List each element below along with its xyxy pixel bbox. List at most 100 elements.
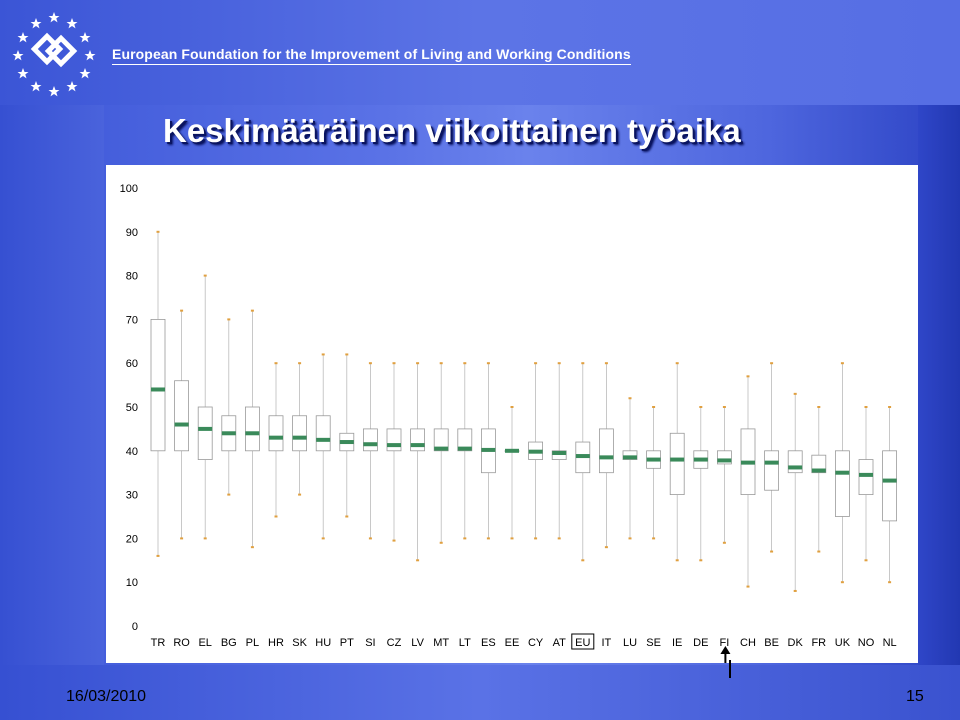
x-tick-label-CZ: CZ bbox=[387, 637, 402, 649]
box-EE bbox=[504, 406, 520, 540]
median-bar bbox=[505, 448, 519, 453]
min-marker bbox=[722, 541, 726, 544]
x-tick-label-EL: EL bbox=[198, 637, 211, 649]
median-bar bbox=[599, 455, 614, 460]
max-marker bbox=[604, 362, 608, 365]
box-SE bbox=[646, 406, 661, 540]
iqr-box bbox=[764, 450, 779, 491]
median-bar bbox=[788, 465, 803, 470]
max-marker bbox=[746, 375, 750, 378]
max-marker bbox=[250, 309, 254, 312]
min-marker bbox=[888, 581, 892, 584]
y-tick-label: 90 bbox=[126, 227, 138, 239]
iqr-box bbox=[835, 450, 850, 517]
median-bar bbox=[764, 460, 779, 465]
median-bar bbox=[717, 458, 732, 463]
max-marker bbox=[534, 362, 538, 365]
median-bar bbox=[198, 426, 213, 431]
left-decor bbox=[0, 105, 104, 665]
max-marker bbox=[227, 318, 231, 321]
min-marker bbox=[368, 537, 372, 540]
x-tick-label-DE: DE bbox=[693, 637, 708, 649]
max-marker bbox=[888, 406, 892, 408]
max-marker bbox=[557, 362, 561, 365]
max-marker bbox=[486, 362, 490, 365]
iqr-box bbox=[292, 415, 308, 452]
iqr-box bbox=[598, 428, 614, 474]
min-marker bbox=[345, 515, 349, 518]
iqr-box bbox=[551, 450, 567, 460]
min-marker bbox=[392, 539, 396, 542]
median-bar bbox=[741, 460, 755, 465]
fi-arrow-tail bbox=[729, 660, 731, 678]
min-marker bbox=[439, 541, 443, 544]
min-marker bbox=[534, 537, 538, 540]
iqr-box bbox=[244, 406, 260, 452]
box-MT bbox=[433, 362, 449, 544]
iqr-box bbox=[858, 459, 874, 495]
median-bar bbox=[835, 470, 850, 475]
median-bar bbox=[434, 446, 449, 451]
median-bar bbox=[623, 455, 637, 460]
box-UK bbox=[835, 362, 850, 584]
max-marker bbox=[840, 362, 844, 365]
max-marker bbox=[180, 309, 184, 312]
y-tick-label: 100 bbox=[120, 183, 138, 195]
min-marker bbox=[793, 589, 797, 592]
max-marker bbox=[817, 406, 821, 408]
min-marker bbox=[250, 546, 254, 549]
min-marker bbox=[604, 546, 608, 549]
x-tick-label-IE: IE bbox=[672, 637, 682, 649]
box-DK bbox=[787, 392, 803, 592]
min-marker bbox=[510, 537, 514, 540]
min-marker bbox=[840, 581, 844, 584]
box-LU bbox=[622, 397, 638, 540]
iqr-box bbox=[268, 415, 284, 452]
min-marker bbox=[486, 537, 490, 540]
footer-date: 16/03/2010 bbox=[66, 688, 147, 705]
eurofound-logo-icon bbox=[12, 12, 96, 97]
box-PT bbox=[339, 353, 355, 518]
box-SK bbox=[292, 362, 308, 496]
y-tick-label: 40 bbox=[126, 446, 138, 458]
x-tick-label-IT: IT bbox=[602, 637, 612, 649]
page-number: 15 bbox=[906, 688, 924, 705]
max-marker bbox=[439, 362, 443, 365]
x-tick-label-LV: LV bbox=[411, 637, 424, 649]
median-bar bbox=[882, 478, 897, 483]
median-bar bbox=[552, 450, 567, 455]
box-PL bbox=[244, 309, 260, 549]
y-tick-label: 20 bbox=[126, 533, 138, 545]
median-bar bbox=[339, 440, 354, 445]
median-bar bbox=[528, 449, 543, 454]
box-AT bbox=[551, 362, 567, 540]
median-bar bbox=[693, 457, 708, 462]
min-marker bbox=[298, 493, 302, 496]
footer-band bbox=[0, 665, 960, 720]
x-tick-label-TR: TR bbox=[151, 637, 166, 649]
min-marker bbox=[699, 559, 703, 562]
y-tick-label: 50 bbox=[126, 402, 138, 414]
min-marker bbox=[746, 585, 750, 588]
max-marker bbox=[392, 362, 396, 365]
x-tick-label-HR: HR bbox=[268, 637, 284, 649]
annotations-layer bbox=[720, 646, 731, 663]
y-tick-label: 70 bbox=[126, 314, 138, 326]
median-bar bbox=[481, 447, 496, 452]
max-marker bbox=[722, 406, 726, 408]
boxplot-chart: 0 10 20 30 40 50 60 70 80 90 100 TR RO EL BG PL HR SK HU P… bbox=[120, 183, 897, 663]
x-tick-label-FI: FI bbox=[720, 637, 730, 649]
median-bar bbox=[245, 431, 260, 436]
iqr-box bbox=[457, 428, 473, 452]
box-FI bbox=[717, 406, 732, 544]
min-marker bbox=[770, 550, 774, 553]
median-bar bbox=[859, 472, 873, 477]
median-bar bbox=[410, 443, 425, 448]
min-marker bbox=[557, 537, 561, 540]
iqr-box bbox=[362, 428, 378, 452]
iqr-box bbox=[150, 318, 166, 452]
x-tick-label-MT: MT bbox=[433, 637, 449, 649]
max-marker bbox=[298, 362, 302, 365]
median-bar bbox=[457, 446, 472, 451]
median-bar bbox=[363, 442, 378, 447]
